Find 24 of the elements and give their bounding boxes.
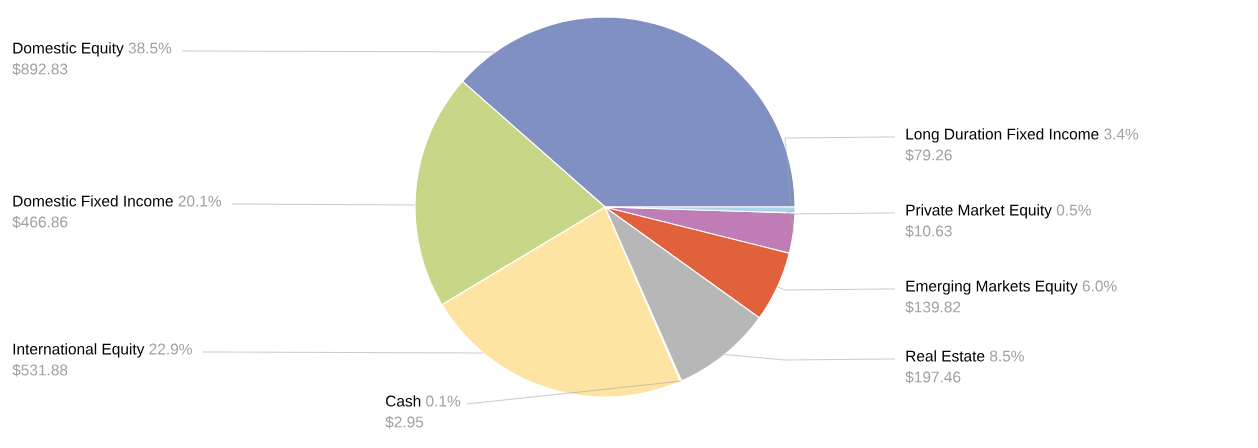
text: $531.88 <box>12 363 68 377</box>
slice-label: Domestic Fixed Income <box>13 195 173 207</box>
text: $10.63 <box>905 224 952 238</box>
data-label: 6.0% <box>1082 280 1117 292</box>
data-label: 8.5% <box>990 350 1024 362</box>
text: $139.82 <box>905 300 961 314</box>
data-label: 38.5% <box>128 42 172 54</box>
text: $79.26 <box>905 148 952 162</box>
slice-label: Private Market Equity <box>906 204 1052 219</box>
slice-label: Cash <box>385 395 421 407</box>
text: $892.83 <box>12 62 68 76</box>
slice-label: Real Estate <box>906 350 985 362</box>
text: $197.46 <box>905 370 961 384</box>
text: $466.86 <box>12 215 68 229</box>
data-label: 0.1% <box>426 395 461 407</box>
slice-label: Long Duration Fixed Income <box>906 128 1099 143</box>
slice-label: Domestic Equity <box>13 42 124 57</box>
data-label: 20.1% <box>178 195 222 207</box>
text: $2.95 <box>385 415 424 429</box>
data-label: 3.4% <box>1104 128 1139 140</box>
data-label: 0.5% <box>1056 204 1091 216</box>
slice-label: Emerging Markets Equity <box>906 280 1078 295</box>
data-label: 22.9% <box>149 343 192 355</box>
slice-label: International Equity <box>13 343 145 358</box>
